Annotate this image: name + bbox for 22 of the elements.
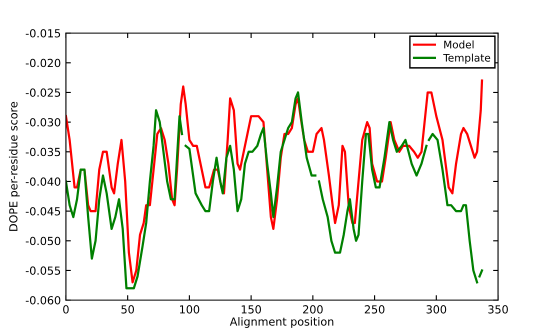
x-tick-label: 300 [426,305,446,314]
x-axis-title: Alignment position [230,317,334,328]
x-tick-label: 150 [242,305,261,314]
x-tick-label: 250 [364,305,384,314]
x-tick-label: 200 [303,305,323,314]
legend-label: Model [444,40,474,48]
y-tick-label: -0.050 [26,236,60,246]
y-tick-label: -0.015 [26,29,60,38]
y-tick-label: -0.030 [26,118,60,127]
x-tick-label: 50 [121,305,134,314]
y-tick-label: -0.045 [26,207,60,216]
y-tick-label: -0.055 [26,266,60,275]
x-tick-label: 0 [63,305,69,314]
y-tick-label: -0.035 [26,148,60,156]
x-tick-label: 350 [488,305,508,314]
y-tick-label: -0.025 [26,88,60,97]
y-tick-label: -0.040 [26,177,60,186]
x-tick-label: 100 [180,305,200,314]
y-axis-title: DOPE per-residue score [8,102,20,231]
legend-label: Template [443,54,490,64]
y-tick-label: -0.020 [26,58,60,68]
y-tick-label: -0.060 [26,296,60,304]
